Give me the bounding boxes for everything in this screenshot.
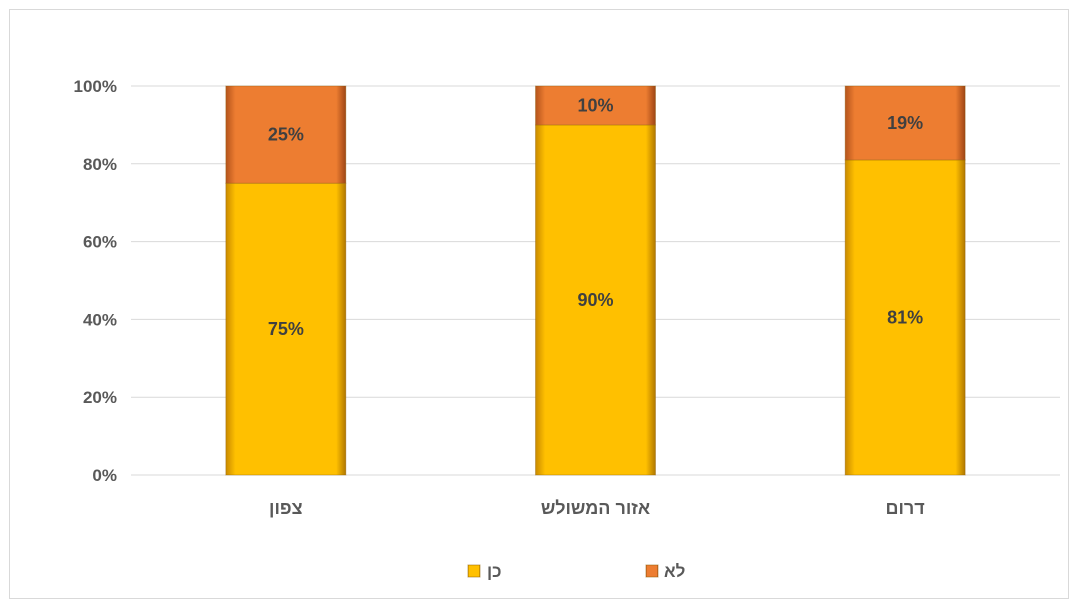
bar-segment [225,182,347,476]
data-label: 19% [887,113,923,133]
y-tick-label: 60% [83,233,117,252]
data-label: 25% [268,125,304,145]
bars [225,85,966,476]
stacked-bar-chart: 0% 20% 40% 60% 80% 100% 75% 25% 90% 10% 81% 19% צפ… [74,77,1060,581]
y-tick-label: 20% [83,388,117,407]
data-label: 90% [577,290,613,310]
legend-label: לא [664,562,685,581]
bar-segment [844,159,966,476]
bar-segment [535,85,656,126]
data-label: 81% [887,307,923,327]
x-tick-label: צפון [269,498,303,518]
data-labels: 75% 25% 90% 10% 81% 19% [268,95,923,339]
y-tick-label: 40% [83,310,117,329]
bar-segment [225,85,347,184]
bar-segment [844,85,966,161]
legend-swatch [645,564,659,578]
x-tick-label: דרום [886,498,925,518]
chart-frame: 0% 20% 40% 60% 80% 100% 75% 25% 90% 10% 81% 19% צפ… [9,9,1069,599]
y-axis: 0% 20% 40% 60% 80% 100% [74,77,117,485]
x-axis: צפון אזור המשולש דרום [269,498,925,518]
legend-item[interactable]: לא [645,562,685,581]
y-tick-label: 100% [74,77,117,96]
legend[interactable]: כן לא [467,562,685,581]
y-tick-label: 0% [92,466,117,485]
y-tick-label: 80% [83,155,117,174]
data-label: 75% [268,319,304,339]
bar-segment [535,124,656,476]
legend-swatch [467,564,481,578]
legend-item[interactable]: כן [467,562,502,581]
legend-label: כן [487,562,502,581]
data-label: 10% [577,95,613,115]
x-tick-label: אזור המשולש [541,498,650,518]
